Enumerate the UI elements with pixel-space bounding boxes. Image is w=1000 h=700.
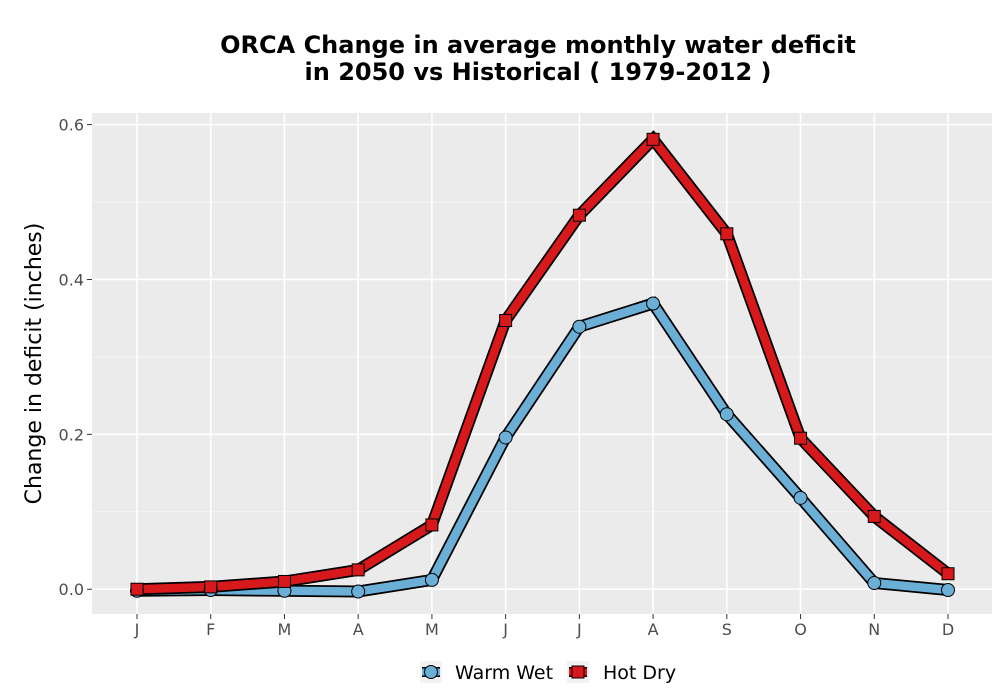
legend-marker (571, 665, 585, 679)
warm-wet-point (351, 584, 366, 599)
warm-wet-point (867, 576, 882, 591)
x-tick-label: D (942, 620, 954, 639)
plot-panel (92, 113, 992, 614)
hot-dry-point (277, 574, 291, 588)
hot-dry-point (499, 314, 513, 328)
warm-wet-point (646, 296, 661, 311)
hot-dry-line (136, 132, 951, 594)
x-tick-label: O (794, 620, 807, 639)
hot-dry-point (425, 518, 439, 532)
y-tick-label: 0.6 (59, 116, 84, 135)
warm-wet-point (572, 319, 587, 334)
legend-key-hot-dry (567, 661, 589, 683)
y-tick-label: 0.4 (59, 270, 84, 289)
hot-dry-point (130, 582, 144, 596)
x-tick-label: S (722, 620, 732, 639)
warm-wet-point (719, 407, 734, 422)
x-tick-label: J (576, 620, 582, 639)
chart-title-line-1: ORCA Change in average monthly water def… (220, 31, 856, 59)
x-tick-label: A (353, 620, 364, 639)
legend-label-warm-wet: Warm Wet (455, 662, 553, 684)
warm-wet-point (424, 572, 439, 587)
warm-wet-point (498, 430, 513, 445)
x-tick-label: J (134, 620, 140, 639)
major-gridlines (92, 113, 992, 614)
warm-wet-line (136, 298, 949, 596)
y-tick-label: 0.2 (59, 425, 84, 444)
hot-dry-point (204, 580, 218, 594)
x-tick-label: M (425, 620, 439, 639)
hot-dry-point (351, 563, 365, 577)
chart-title: ORCA Change in average monthly water def… (92, 32, 984, 86)
hot-dry-point (941, 567, 955, 581)
hot-dry-point (794, 431, 808, 445)
y-tick-label: 0.0 (59, 580, 84, 599)
x-tick-label: A (648, 620, 659, 639)
x-tick-label: J (502, 620, 508, 639)
hot-dry-point (646, 132, 660, 146)
y-axis: 0.0 0.2 0.4 0.6 (59, 116, 92, 599)
legend: Warm Wet Hot Dry (420, 661, 676, 684)
x-tick-label: N (868, 620, 880, 639)
x-tick-label: F (206, 620, 215, 639)
chart-title-line-2: in 2050 vs Historical ( 1979-2012 ) (304, 58, 772, 86)
series-lines (136, 130, 952, 598)
minor-gridlines (92, 201, 992, 513)
legend-key-warm-wet (420, 661, 442, 683)
legend-label-hot-dry: Hot Dry (603, 662, 676, 684)
hot-dry-point (867, 509, 881, 523)
warm-wet-point (941, 582, 955, 597)
warm-wet-point (793, 490, 808, 505)
hot-dry-point (572, 208, 586, 222)
y-axis-label: Change in deficit (inches) (22, 223, 47, 505)
legend-marker (424, 665, 438, 679)
x-tick-label: M (278, 620, 292, 639)
series-markers (130, 132, 955, 599)
hot-dry-point (720, 227, 734, 241)
